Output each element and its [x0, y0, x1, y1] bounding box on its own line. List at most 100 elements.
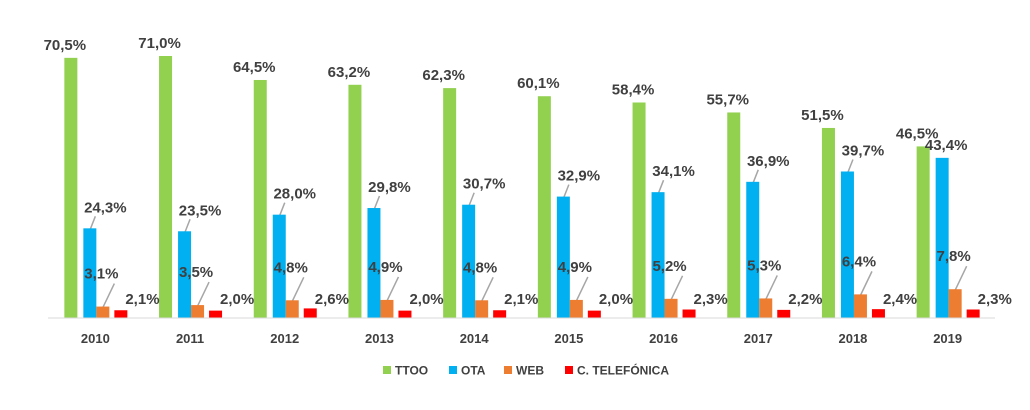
leader-line-ota-2011: [183, 219, 191, 234]
bar-c-telef-nica-2012: [303, 308, 317, 318]
data-label-web-2016: 5,2%: [652, 258, 686, 275]
leader-line-ota-2016: [657, 179, 665, 195]
bar-ota-2017: [746, 181, 760, 318]
leader-line-ota-2014: [467, 192, 475, 207]
bar-web-2016: [664, 298, 678, 318]
legend: TTOO OTA WEB C. TELEFÓNICA: [383, 363, 669, 378]
leader-line-ota-2012: [278, 202, 286, 217]
bar-web-2012: [285, 300, 299, 318]
leader-line-web-2010: [102, 283, 116, 308]
x-tick-2015: 2015: [554, 331, 583, 346]
x-tick-2013: 2013: [365, 331, 394, 346]
data-label-ota-2013: 29,8%: [368, 179, 411, 196]
legend-label-ota: OTA: [461, 364, 486, 378]
bar-c-telef-nica-2016: [682, 309, 696, 318]
data-label-ota-2017: 36,9%: [747, 153, 790, 170]
bar-c-telef-nica-2015: [587, 310, 601, 318]
data-label-web-2015: 4,9%: [558, 259, 592, 276]
data-label-ota-2010: 24,3%: [84, 199, 127, 216]
bar-ota-2011: [178, 231, 192, 318]
data-label-web-2018: 6,4%: [842, 253, 876, 270]
x-tick-2019: 2019: [933, 331, 962, 346]
data-label-c-telef-nica-2010: 2,1%: [125, 291, 159, 308]
x-tick-2018: 2018: [838, 331, 867, 346]
bar-ttoo-2014: [443, 88, 457, 319]
data-label-web-2019: 7,8%: [937, 248, 971, 265]
bar-ttoo-2011: [159, 56, 173, 318]
leader-line-web-2016: [670, 275, 684, 301]
bar-ttoo-2010: [64, 57, 78, 319]
data-label-c-telef-nica-2014: 2,1%: [504, 291, 538, 308]
bar-web-2015: [569, 299, 583, 318]
data-label-ttoo-2013: 63,2%: [328, 64, 371, 81]
bar-ota-2013: [367, 208, 381, 318]
legend-label-web: WEB: [516, 364, 544, 378]
bar-web-2018: [853, 294, 867, 318]
legend-swatch-ttoo: [383, 366, 391, 374]
bar-c-telef-nica-2019: [966, 309, 980, 318]
legend-swatch-c-telef-nica: [565, 366, 573, 374]
x-tick-2011: 2011: [176, 331, 204, 346]
data-label-ttoo-2010: 70,5%: [44, 37, 87, 54]
bar-c-telef-nica-2014: [493, 310, 507, 318]
data-label-ttoo-2011: 71,0%: [138, 35, 181, 52]
data-label-c-telef-nica-2015: 2,0%: [599, 291, 633, 308]
data-label-ota-2011: 23,5%: [179, 202, 222, 219]
data-label-c-telef-nica-2017: 2,2%: [788, 291, 822, 308]
data-label-c-telef-nica-2016: 2,3%: [694, 291, 728, 308]
data-label-ttoo-2014: 62,3%: [422, 67, 465, 84]
bar-ota-2018: [840, 171, 854, 318]
x-tick-2012: 2012: [270, 331, 299, 346]
leader-line-web-2011: [196, 281, 210, 307]
legend-swatch-ota: [449, 366, 457, 374]
leader-line-ota-2017: [752, 169, 759, 185]
bar-ota-2012: [272, 214, 286, 318]
data-label-c-telef-nica-2012: 2,6%: [315, 291, 349, 308]
data-label-c-telef-nica-2019: 2,3%: [978, 291, 1012, 308]
bar-ttoo-2015: [537, 96, 551, 318]
leader-line-ota-2015: [562, 184, 570, 199]
leader-lines: [89, 159, 968, 308]
bar-ota-2016: [651, 192, 665, 318]
data-label-ota-2019: 43,4%: [925, 137, 968, 154]
bar-ota-2014: [462, 204, 476, 318]
leader-line-web-2012: [291, 276, 305, 302]
leader-line-web-2019: [954, 265, 968, 291]
x-tick-2014: 2014: [460, 331, 490, 346]
data-label-ttoo-2019: 46,5%: [896, 125, 939, 142]
bar-ttoo-2016: [632, 102, 646, 318]
leader-line-ota-2010: [89, 216, 97, 231]
data-label-ota-2015: 32,9%: [558, 168, 601, 185]
bar-ttoo-2013: [348, 84, 362, 318]
bar-web-2017: [759, 298, 773, 318]
leader-line-web-2014: [480, 276, 494, 302]
data-label-ttoo-2018: 51,5%: [801, 107, 844, 124]
leader-line-web-2013: [386, 276, 400, 302]
bar-ttoo-2018: [821, 127, 835, 318]
bar-c-telef-nica-2018: [871, 309, 885, 318]
data-label-web-2013: 4,9%: [368, 259, 402, 276]
bar-ttoo-2017: [727, 112, 741, 318]
bars: [64, 56, 980, 319]
data-label-web-2012: 4,8%: [274, 259, 308, 276]
data-label-c-telef-nica-2011: 2,0%: [220, 291, 254, 308]
bar-c-telef-nica-2013: [398, 310, 412, 318]
data-label-web-2014: 4,8%: [463, 259, 497, 276]
data-label-ttoo-2017: 55,7%: [706, 91, 749, 108]
data-label-web-2010: 3,1%: [84, 266, 118, 283]
bar-web-2013: [380, 299, 394, 318]
data-label-ota-2012: 28,0%: [273, 186, 316, 203]
data-label-c-telef-nica-2013: 2,0%: [409, 291, 443, 308]
bar-ota-2015: [556, 196, 570, 318]
bar-ota-2019: [935, 157, 949, 318]
bar-web-2010: [96, 306, 110, 318]
bar-web-2014: [475, 300, 489, 318]
bar-c-telef-nica-2010: [114, 310, 128, 318]
data-label-ttoo-2015: 60,1%: [517, 75, 560, 92]
bar-c-telef-nica-2011: [209, 310, 223, 318]
leader-line-web-2015: [575, 276, 589, 302]
data-label-web-2017: 5,3%: [747, 257, 781, 274]
x-tick-2017: 2017: [744, 331, 773, 346]
bar-web-2019: [948, 289, 962, 318]
